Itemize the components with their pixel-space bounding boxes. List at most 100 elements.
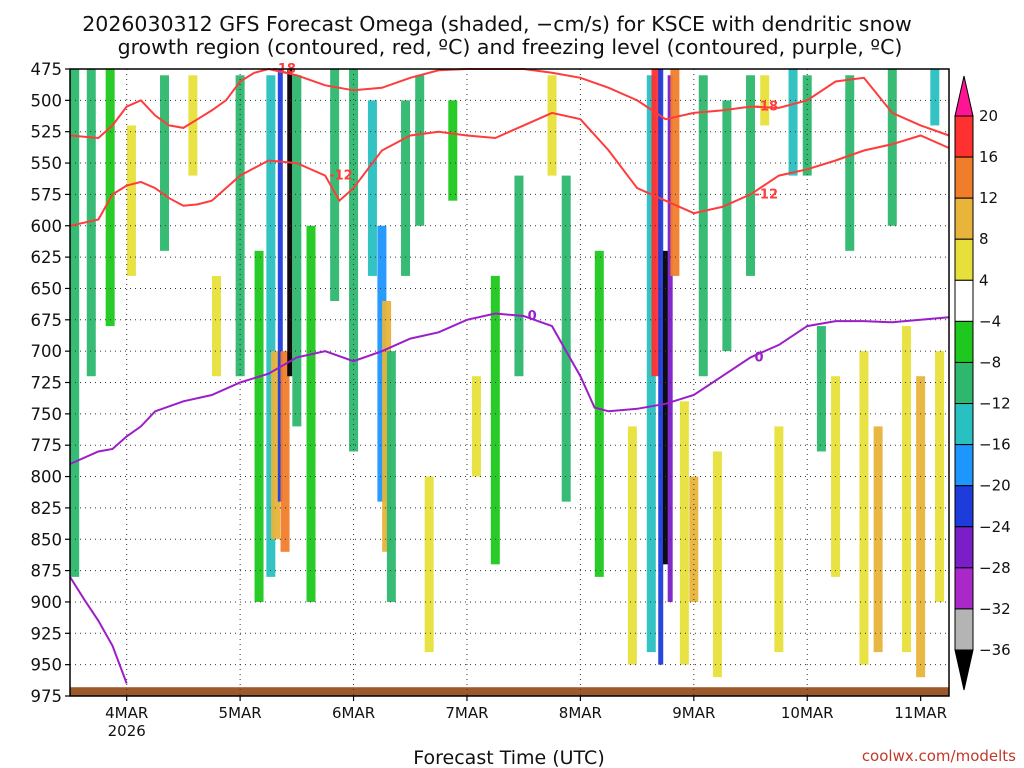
colorbar-label: −20 (979, 477, 1011, 495)
omega-cell (746, 75, 756, 276)
omega-cell (887, 69, 897, 226)
colorbar-block (954, 279, 974, 322)
y-tick-label: 875 (31, 562, 63, 581)
colorbar-block (954, 115, 974, 158)
colorbar-bottom-triangle (954, 649, 974, 691)
y-tick-label: 500 (31, 91, 63, 110)
omega-cell (382, 300, 392, 552)
credit-text: coolwx.com/modelts (862, 747, 1016, 765)
contour-label: 0 (755, 350, 764, 365)
contour-label: -12 (329, 169, 353, 184)
contour-label: 0 (528, 309, 537, 324)
colorbar-label: 16 (979, 148, 998, 166)
colorbar-block (954, 485, 974, 528)
omega-cell (212, 275, 221, 377)
omega-cell (424, 476, 434, 653)
x-tick-label: 11MAR (894, 704, 947, 722)
omega-cell (667, 75, 673, 602)
colorbar-block (954, 320, 974, 363)
colorbar-block (954, 403, 974, 446)
colorbar-label: 20 (979, 107, 998, 125)
colorbar: 20 16 12 8 4 −4 −8 −12 −16 −20 −24 −28 −32 −36 (954, 75, 1011, 691)
omega-cell (306, 225, 316, 602)
y-tick-label: 625 (31, 248, 63, 267)
omega-cell (646, 75, 656, 653)
colorbar-block (954, 567, 974, 610)
omega-cell (774, 426, 784, 653)
y-tick-label: 525 (31, 123, 63, 142)
omega-cell (561, 175, 571, 502)
y-tick-label: 775 (31, 436, 63, 455)
omega-cell (916, 376, 926, 678)
colorbar-label: −16 (979, 436, 1011, 454)
colorbar-block (954, 526, 974, 569)
colorbar-label: −4 (979, 312, 1001, 330)
omega-cell (280, 351, 290, 552)
omega-cell (160, 75, 170, 251)
y-tick-label: 475 (31, 60, 63, 79)
y-tick-label: 550 (31, 154, 63, 173)
y-tick-label: 925 (31, 624, 63, 643)
contour-line (69, 111, 950, 227)
omega-cell (448, 100, 458, 201)
y-tick-label: 750 (31, 405, 63, 424)
contour-label: -12 (755, 187, 779, 202)
omega-cell (859, 351, 869, 665)
x-tick-label: 6MAR (332, 704, 375, 722)
omega-cell (802, 75, 812, 176)
colorbar-block (954, 197, 974, 240)
x-tick-label: 9MAR (672, 704, 715, 722)
y-tick-label: 700 (31, 342, 63, 361)
omega-cell (254, 250, 264, 602)
colorbar-block (954, 444, 974, 487)
colorbar-top-triangle (954, 75, 974, 117)
colorbar-block (954, 608, 974, 651)
colorbar-label: −28 (979, 559, 1011, 577)
omega-cell (70, 69, 80, 577)
omega-cell (377, 225, 387, 502)
contour-label: -18 (755, 100, 779, 115)
omega-cell (126, 125, 136, 276)
colorbar-label: −12 (979, 395, 1011, 413)
omega-cell (188, 75, 198, 176)
colorbar-label: 4 (979, 271, 989, 289)
ground-band (70, 687, 949, 696)
omega-cell (292, 75, 302, 427)
omega-cell (547, 75, 557, 176)
omega-cell (86, 69, 96, 377)
x-tick-sublabel: 2026 (108, 722, 146, 740)
ground-terrain (70, 687, 949, 696)
omega-cell (722, 100, 732, 352)
y-tick-label: 825 (31, 499, 63, 518)
omega-cell (651, 69, 661, 377)
x-tick-label: 10MAR (781, 704, 834, 722)
y-tick-label: 600 (31, 217, 63, 236)
colorbar-block (954, 238, 974, 281)
omega-cell (349, 69, 359, 452)
colorbar-label: −24 (979, 518, 1011, 536)
y-axis-ticks: 475 500 525 550 575 600 625 650 675 700 725 750 775 8… (31, 60, 70, 706)
omega-cell (401, 100, 411, 276)
colorbar-label: 8 (979, 230, 989, 248)
x-tick-label: 8MAR (559, 704, 602, 722)
omega-cell (788, 69, 798, 176)
x-tick-label: 5MAR (219, 704, 262, 722)
omega-cell (330, 69, 340, 301)
omega-cell (760, 75, 770, 126)
y-tick-label: 575 (31, 185, 63, 204)
omega-cell (277, 69, 283, 502)
x-tick-label: 4MAR (105, 704, 148, 722)
omega-cell (266, 75, 276, 577)
omega-cell (287, 69, 293, 377)
colorbar-label: −36 (979, 641, 1011, 659)
omega-cell (627, 426, 637, 665)
omega-cell (514, 175, 524, 377)
omega-cell (471, 376, 481, 477)
colorbar-block (954, 156, 974, 199)
y-tick-label: 725 (31, 374, 63, 393)
omega-cell (816, 326, 826, 452)
contour-line (69, 312, 950, 465)
